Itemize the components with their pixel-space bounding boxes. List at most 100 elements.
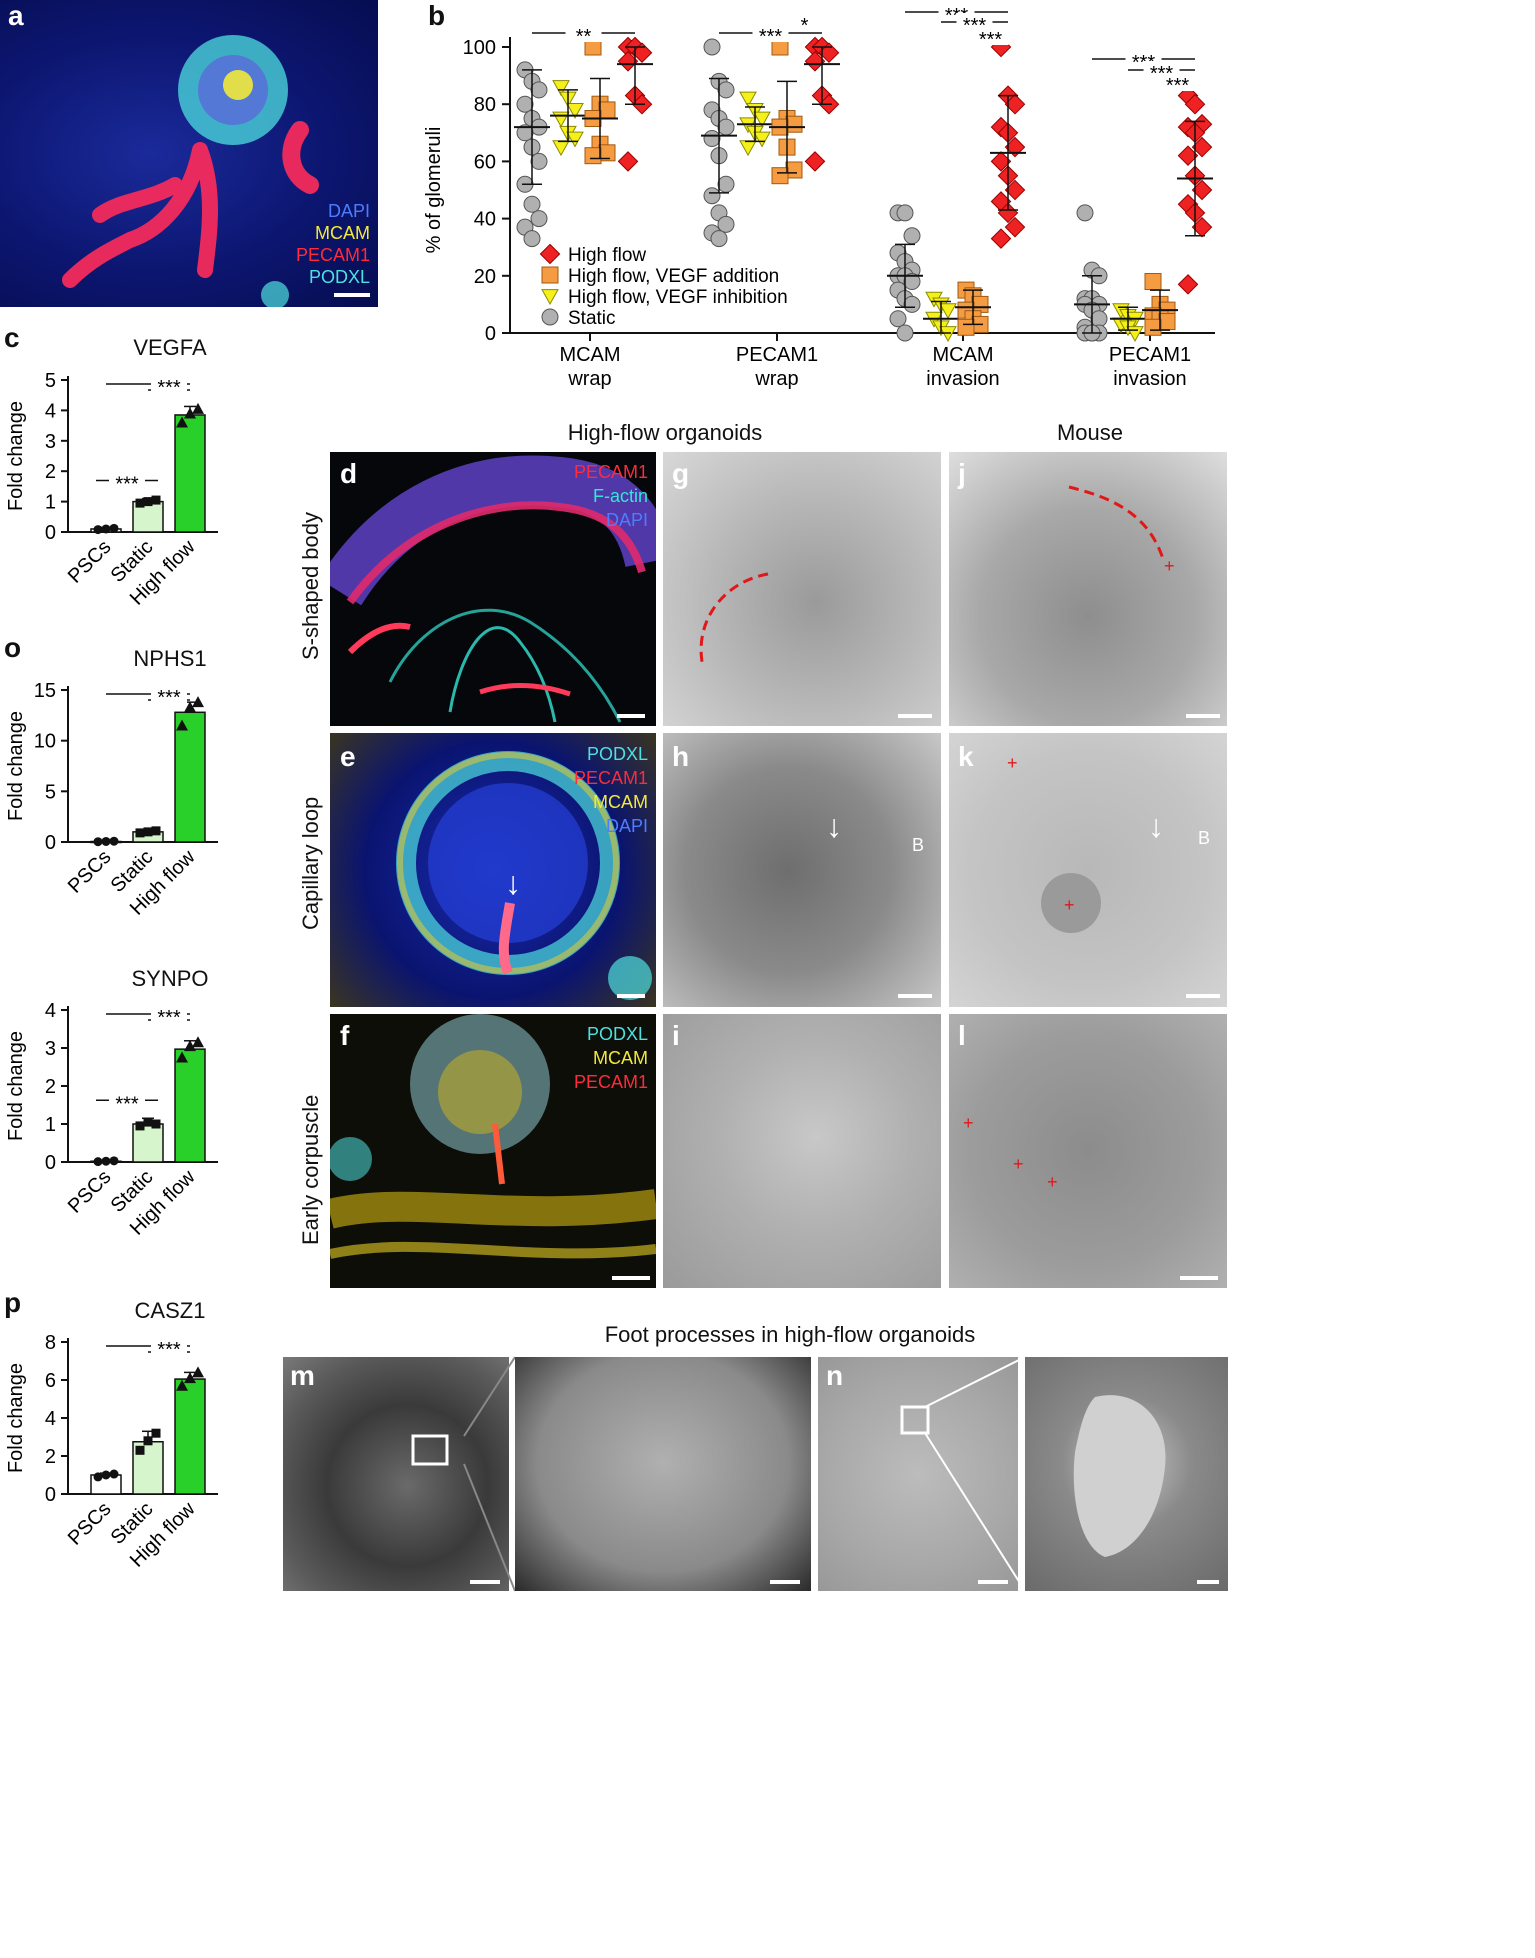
data-point (176, 1379, 188, 1391)
tem-n-overview (818, 1357, 1018, 1591)
em-h (663, 733, 941, 1007)
y-tick-label: 1 (45, 1114, 56, 1136)
y-tick-label: 3 (45, 1038, 56, 1060)
scale-bar-m-zoom (770, 1580, 800, 1584)
y-tick-label: 1 (45, 492, 56, 514)
label-pecam1: PECAM1 (295, 245, 370, 265)
panel-letter-i: i (672, 1020, 680, 1051)
sem-m-zoom (515, 1357, 811, 1591)
panel-letter-d: d (340, 458, 358, 489)
data-point (939, 326, 957, 343)
data-point (101, 1470, 111, 1480)
y-tick-label: 4 (45, 1000, 56, 1022)
y-tick-label: 6 (45, 1370, 56, 1392)
arrow-h: ↓ (826, 808, 842, 844)
label-dapi: DAPI (327, 201, 370, 221)
em-k-art: + + (1007, 753, 1101, 933)
panel-letter-g: g (672, 458, 690, 489)
data-point (703, 187, 721, 205)
data-point (1184, 93, 1206, 115)
significance-label: *** (759, 26, 783, 48)
data-point (143, 497, 153, 507)
data-point (143, 1436, 153, 1446)
scale-bar-n-zoom (1197, 1580, 1219, 1584)
label-mcam: MCAM (593, 1048, 648, 1068)
legend-marker (541, 266, 559, 284)
significance-label: *** (157, 687, 181, 709)
x-tick-label: wrap (754, 368, 798, 390)
x-tick-label: invasion (926, 368, 999, 390)
data-point (804, 151, 826, 172)
y-tick-label: 80 (474, 94, 496, 116)
tem-n-zoom-art (1073, 1395, 1166, 1557)
data-point (135, 498, 145, 508)
y-tick-label: 3 (45, 431, 56, 453)
y-tick-label: 2 (45, 461, 56, 483)
zoom-lines-n (924, 1356, 1026, 1592)
data-point (101, 524, 111, 534)
plus-mark-l2: + (1013, 1154, 1024, 1174)
y-tick-label: 2 (45, 1076, 56, 1098)
data-point (530, 210, 548, 228)
significance-bg (565, 24, 602, 42)
y-axis-label: % of glomeruli (423, 127, 445, 254)
y-axis-label: Fold change (5, 711, 27, 821)
data-point (530, 81, 548, 99)
data-point (135, 1445, 145, 1455)
plus-mark-k2: + (1064, 895, 1075, 915)
tem-n-art (900, 1405, 930, 1435)
data-point (903, 227, 921, 245)
legend-label: High flow (568, 245, 646, 266)
data-point (717, 118, 735, 136)
em-g (663, 452, 941, 726)
panel-letter-o: o (4, 632, 22, 663)
significance-label: *** (979, 29, 1003, 51)
data-point (93, 1472, 103, 1482)
data-point (710, 230, 728, 248)
significance-label: ** (576, 26, 592, 48)
y-axis-label: Fold change (5, 1031, 27, 1141)
significance-bg (1159, 73, 1196, 91)
data-point (566, 131, 584, 148)
data-point (523, 195, 541, 213)
row-label-early-corpuscle: Early corpuscle (298, 1094, 323, 1245)
data-point (135, 828, 145, 838)
bar (174, 711, 206, 843)
data-point (184, 1040, 196, 1052)
data-point (101, 1156, 111, 1166)
x-tick-label: PECAM1 (1109, 344, 1191, 366)
panel-letter-k: k (958, 741, 974, 772)
em-k: + + (949, 733, 1227, 1007)
micrograph-d (330, 452, 656, 726)
panel-letter-h: h (672, 741, 690, 772)
scale-bar-k (1186, 994, 1220, 998)
arrow-k: ↓ (1148, 808, 1164, 844)
panel-letter-b: b (428, 0, 446, 31)
data-point (990, 228, 1012, 249)
y-tick-label: 15 (34, 680, 56, 702)
micrograph-f (330, 1014, 656, 1288)
label-podxl: PODXL (308, 267, 370, 287)
data-point (135, 1121, 145, 1131)
legend-label: Static (568, 308, 616, 329)
bar (174, 414, 206, 533)
significance-bg (151, 1338, 187, 1356)
foot-processes-title: Foot processes in high-flow organoids (604, 1322, 976, 1347)
data-point (192, 1036, 204, 1048)
data-point (552, 140, 570, 157)
y-tick-label: 5 (45, 781, 56, 803)
significance-bg (109, 471, 145, 490)
data-point (109, 523, 119, 533)
data-point (523, 230, 541, 248)
significance-label: *** (157, 377, 181, 399)
y-axis-label: Fold change (5, 401, 27, 511)
data-point (109, 1469, 119, 1479)
data-point (717, 175, 735, 193)
legend-e: PODXL PECAM1 MCAM DAPI (540, 742, 648, 838)
micrograph-f-art (330, 1014, 656, 1259)
header-organoids: High-flow organoids (567, 420, 763, 445)
panel-letter-p: p (4, 1287, 22, 1318)
data-point (530, 152, 548, 170)
